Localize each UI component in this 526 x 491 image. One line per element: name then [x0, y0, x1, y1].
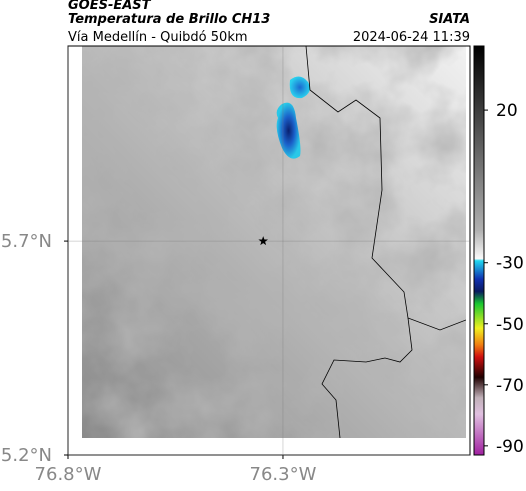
subtitle: Temperatura de Brillo CH13 [68, 12, 270, 27]
title: GOES-EAST [68, 0, 152, 13]
colorbar-tick-label: -90 [496, 437, 524, 457]
colorbar-tick-label: -30 [496, 254, 524, 274]
y-tick-label: 5.2°N [1, 445, 52, 466]
colorbar-tick-label: -50 [496, 315, 524, 335]
datetime: 2024-06-24 11:39 [353, 30, 470, 45]
route: Vía Medellín - Quibdó 50km [68, 30, 248, 45]
colorbar [473, 45, 485, 456]
colorbar-tick-label: 20 [496, 101, 518, 121]
satellite-image [82, 46, 466, 438]
source: SIATA [429, 12, 470, 27]
x-tick-label: 76.3°W [250, 464, 317, 485]
colorbar-tick-label: -70 [496, 376, 524, 396]
x-tick-label: 76.8°W [35, 464, 102, 485]
location-marker [258, 236, 268, 246]
y-tick-label: 5.7°N [1, 231, 52, 252]
